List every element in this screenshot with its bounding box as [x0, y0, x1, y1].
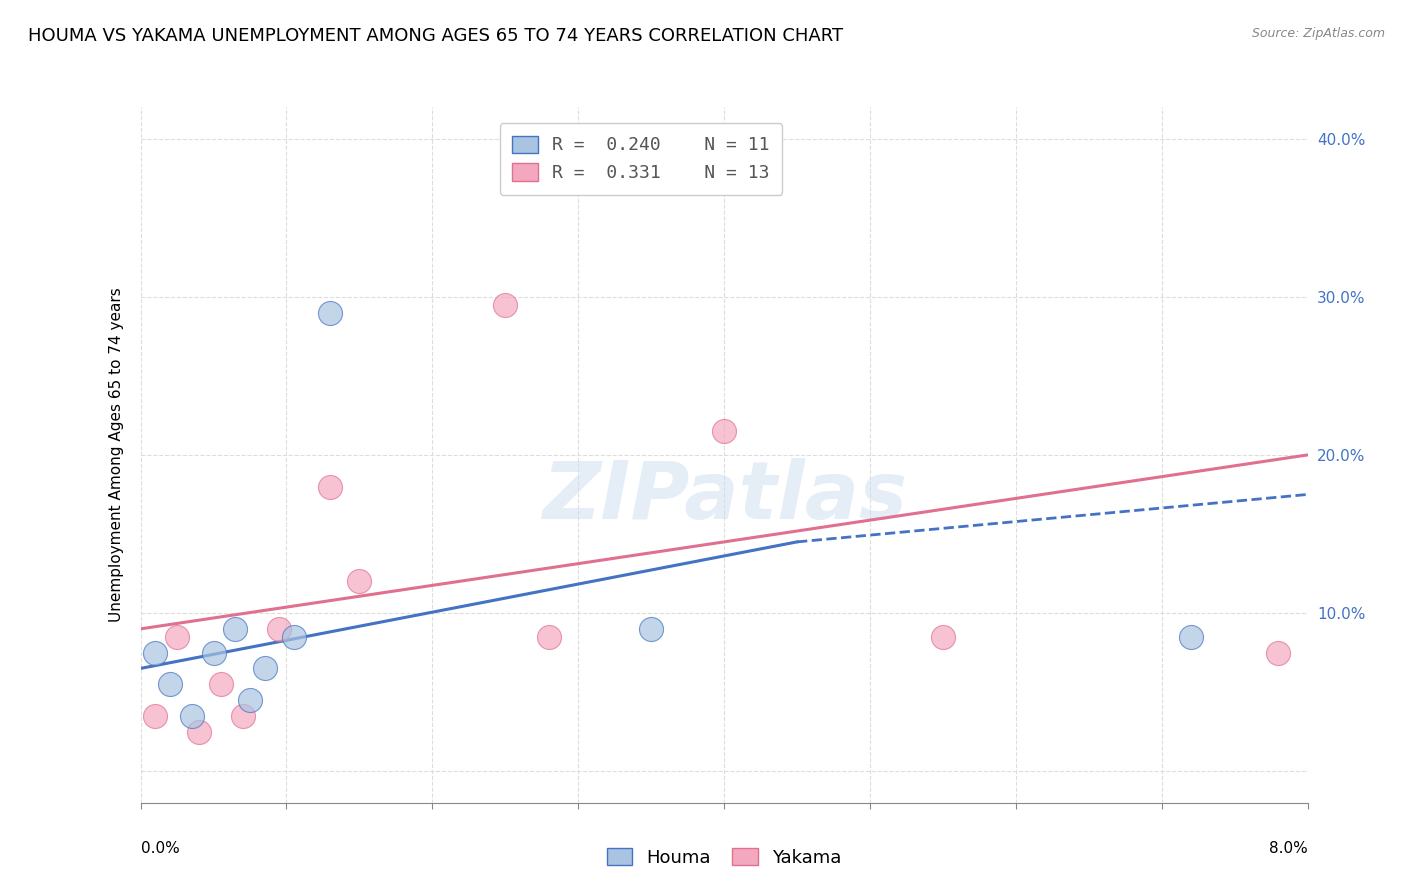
- Point: [713, 424, 735, 438]
- Point: [932, 630, 955, 644]
- Point: [209, 677, 232, 691]
- Point: [253, 661, 276, 675]
- Point: [232, 708, 254, 723]
- Legend: Houma, Yakama: Houma, Yakama: [599, 840, 849, 874]
- Point: [1267, 646, 1289, 660]
- Point: [319, 479, 342, 493]
- Point: [180, 708, 202, 723]
- Point: [202, 646, 225, 660]
- Point: [143, 708, 166, 723]
- Point: [640, 622, 662, 636]
- Point: [283, 630, 305, 644]
- Point: [494, 298, 516, 312]
- Point: [224, 622, 246, 636]
- Point: [159, 677, 181, 691]
- Point: [269, 622, 291, 636]
- Point: [537, 630, 560, 644]
- Point: [239, 693, 262, 707]
- Point: [166, 630, 188, 644]
- Point: [143, 646, 166, 660]
- Point: [188, 724, 211, 739]
- Text: Source: ZipAtlas.com: Source: ZipAtlas.com: [1251, 27, 1385, 40]
- Text: HOUMA VS YAKAMA UNEMPLOYMENT AMONG AGES 65 TO 74 YEARS CORRELATION CHART: HOUMA VS YAKAMA UNEMPLOYMENT AMONG AGES …: [28, 27, 844, 45]
- Point: [319, 305, 342, 319]
- Text: 8.0%: 8.0%: [1268, 841, 1308, 856]
- Point: [1180, 630, 1202, 644]
- Y-axis label: Unemployment Among Ages 65 to 74 years: Unemployment Among Ages 65 to 74 years: [108, 287, 124, 623]
- Text: 0.0%: 0.0%: [141, 841, 180, 856]
- Text: ZIPatlas: ZIPatlas: [541, 458, 907, 536]
- Point: [349, 574, 371, 589]
